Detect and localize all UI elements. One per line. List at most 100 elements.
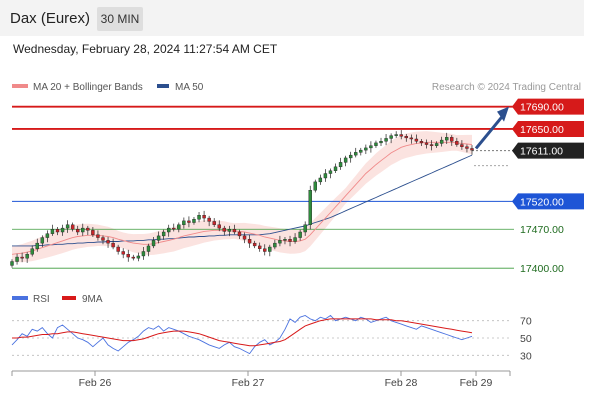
candle-body: [348, 154, 353, 159]
candle-body: [414, 138, 419, 142]
level-label-17611: 17611.00: [520, 146, 563, 158]
forecast-arrow-shaft: [474, 114, 505, 150]
candle-body: [202, 215, 206, 219]
candle-body: [207, 217, 211, 222]
candle-body: [465, 146, 469, 149]
candle-body: [359, 149, 363, 153]
level-label-17650: 17650.00: [520, 124, 564, 136]
candle-body: [96, 234, 100, 238]
rsi-tick-50: 50: [520, 333, 532, 345]
price-plot: 17690.00 17650.00 17611.00 17520.00 17470.00…: [10, 98, 586, 275]
candle-body: [192, 218, 196, 223]
level-tag-17690: [512, 98, 586, 115]
candle-body: [20, 256, 24, 259]
level-tag-17650: [512, 120, 586, 137]
candle-body: [328, 170, 333, 174]
legend: MA 20 + Bollinger Bands MA 50 Research ©…: [12, 82, 581, 93]
candle-body: [394, 134, 398, 136]
candle-body: [111, 242, 115, 248]
timeframe-badge[interactable]: 30 MIN: [97, 7, 143, 31]
x-tick-label-3: Feb 29: [460, 377, 493, 389]
candle-body: [167, 227, 171, 233]
candle-body: [429, 144, 434, 146]
candle-body: [182, 220, 186, 225]
legend-label-rsi: RSI: [33, 294, 50, 305]
candle-body: [30, 248, 34, 255]
instrument-title: Dax (Eurex): [10, 10, 91, 27]
candle-body: [409, 137, 414, 140]
candle-body: [81, 227, 85, 233]
candle-body: [45, 233, 50, 238]
candle-body: [40, 237, 45, 244]
candle-body: [156, 235, 161, 241]
candle-body: [399, 134, 403, 137]
candle-body: [470, 148, 474, 151]
legend-label-ma20: MA 20 + Bollinger Bands: [33, 82, 143, 93]
candle-body: [333, 166, 338, 171]
legend-swatch-ma20: [12, 84, 28, 88]
legend-label-9ma: 9MA: [82, 294, 103, 305]
candle-body: [434, 143, 439, 146]
candle-body: [283, 239, 287, 241]
candle-body: [91, 230, 95, 235]
right-edge: [584, 0, 590, 400]
candle-body: [252, 242, 257, 247]
candle-body: [60, 227, 65, 233]
candle-body: [354, 152, 358, 156]
candle-body: [101, 237, 105, 241]
level-label-17470: 17470.00: [520, 224, 564, 236]
level-label-17690: 17690.00: [520, 102, 564, 114]
legend-swatch-9ma: [62, 296, 76, 300]
candle-body: [460, 144, 464, 147]
candle-body: [177, 224, 181, 230]
legend-swatch-ma50: [157, 84, 169, 88]
candle-body: [136, 255, 141, 259]
rsi-plot: RSI 9MA 70 50 30: [11, 294, 532, 362]
x-tick-label-2: Feb 28: [385, 377, 418, 389]
candle-body: [86, 227, 90, 231]
candle-body: [273, 242, 277, 248]
x-axis: Feb 26 Feb 27 Feb 28 Feb 29: [11, 370, 511, 389]
candle-body: [217, 224, 221, 229]
candle-body: [450, 137, 454, 142]
candle-body: [25, 254, 29, 259]
candle-body: [263, 248, 267, 252]
candle-body: [338, 162, 343, 168]
candle-body: [232, 229, 237, 233]
candle-body: [364, 147, 368, 151]
ma50-line: [12, 154, 473, 247]
candle-body: [343, 157, 348, 163]
candle-body: [268, 246, 272, 252]
candle-body: [227, 229, 232, 232]
candle-body: [126, 254, 130, 258]
candle-body: [455, 141, 459, 145]
candle-body: [439, 139, 444, 144]
rsi-line: [11, 314, 473, 355]
candle-body: [10, 261, 14, 266]
timestamp: Wednesday, February 28, 2024 11:27:54 AM…: [13, 42, 278, 56]
candle-body: [151, 240, 156, 247]
candle-body: [222, 227, 227, 232]
candle-body: [197, 215, 201, 220]
candle-body: [313, 181, 317, 191]
level-tag-17520: [512, 193, 586, 210]
candle-body: [187, 220, 191, 223]
candle-body: [308, 190, 312, 225]
x-tick-label-0: Feb 26: [79, 377, 112, 389]
candle-body: [116, 246, 120, 252]
candle-body: [303, 224, 307, 233]
candle-body: [50, 229, 55, 234]
candle-body: [404, 136, 408, 139]
candle-body: [242, 235, 247, 240]
candle-body: [419, 141, 424, 144]
candle-body: [161, 231, 166, 237]
level-label-17520: 17520.00: [520, 196, 564, 208]
forecast-arrow-head: [497, 106, 509, 122]
candle-body: [106, 240, 110, 244]
level-tag-17611: [512, 142, 586, 159]
candle-body: [445, 137, 449, 141]
candle-body: [384, 138, 388, 142]
legend-label-ma50: MA 50: [175, 82, 204, 93]
candle-body: [293, 237, 297, 242]
